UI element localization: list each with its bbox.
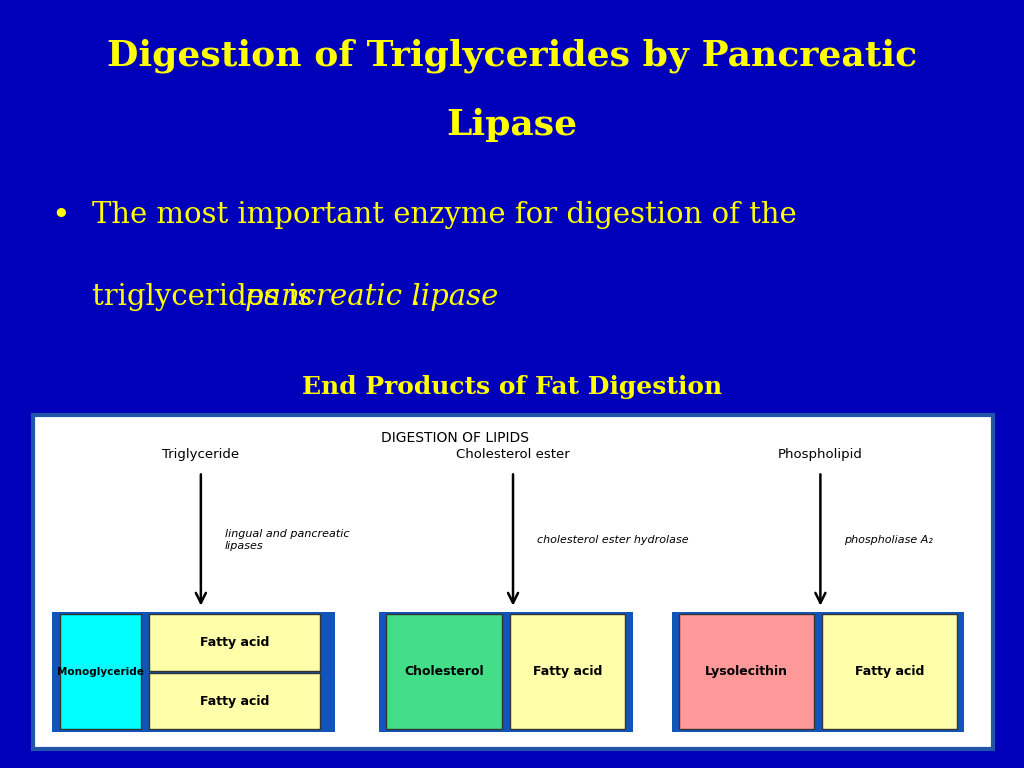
Text: Cholesterol: Cholesterol bbox=[404, 665, 484, 678]
Bar bbox=[379, 612, 633, 732]
Bar bbox=[148, 674, 319, 730]
Text: •: • bbox=[51, 200, 70, 230]
Bar bbox=[148, 614, 319, 670]
Bar bbox=[59, 614, 141, 730]
Bar bbox=[679, 614, 814, 730]
Bar bbox=[672, 612, 965, 732]
Text: End Products of Fat Digestion: End Products of Fat Digestion bbox=[302, 375, 722, 399]
Text: Monoglyceride: Monoglyceride bbox=[57, 667, 144, 677]
Text: Fatty acid: Fatty acid bbox=[200, 695, 269, 708]
Text: Fatty acid: Fatty acid bbox=[200, 636, 269, 649]
Text: lingual and pancreatic
lipases: lingual and pancreatic lipases bbox=[225, 529, 349, 551]
Text: triglycerides is: triglycerides is bbox=[92, 283, 322, 311]
Bar bbox=[386, 614, 502, 730]
Text: Triglyceride: Triglyceride bbox=[162, 449, 240, 462]
Text: cholesterol ester hydrolase: cholesterol ester hydrolase bbox=[537, 535, 689, 545]
Text: DIGESTION OF LIPIDS: DIGESTION OF LIPIDS bbox=[381, 432, 529, 445]
Text: phospholiase A₂: phospholiase A₂ bbox=[845, 535, 933, 545]
Bar bbox=[52, 612, 335, 732]
Text: .: . bbox=[411, 283, 420, 311]
Text: The most important enzyme for digestion of the: The most important enzyme for digestion … bbox=[92, 201, 797, 229]
Text: Lysolecithin: Lysolecithin bbox=[706, 665, 788, 678]
Text: Fatty acid: Fatty acid bbox=[855, 665, 924, 678]
Text: pancreatic lipase: pancreatic lipase bbox=[246, 283, 499, 311]
Text: Digestion of Triglycerides by Pancreatic: Digestion of Triglycerides by Pancreatic bbox=[106, 38, 918, 73]
Text: Lipase: Lipase bbox=[446, 108, 578, 141]
Text: Fatty acid: Fatty acid bbox=[532, 665, 602, 678]
Text: Phospholipid: Phospholipid bbox=[778, 449, 863, 462]
Bar bbox=[822, 614, 956, 730]
Bar bbox=[510, 614, 626, 730]
Text: Cholesterol ester: Cholesterol ester bbox=[456, 449, 570, 462]
